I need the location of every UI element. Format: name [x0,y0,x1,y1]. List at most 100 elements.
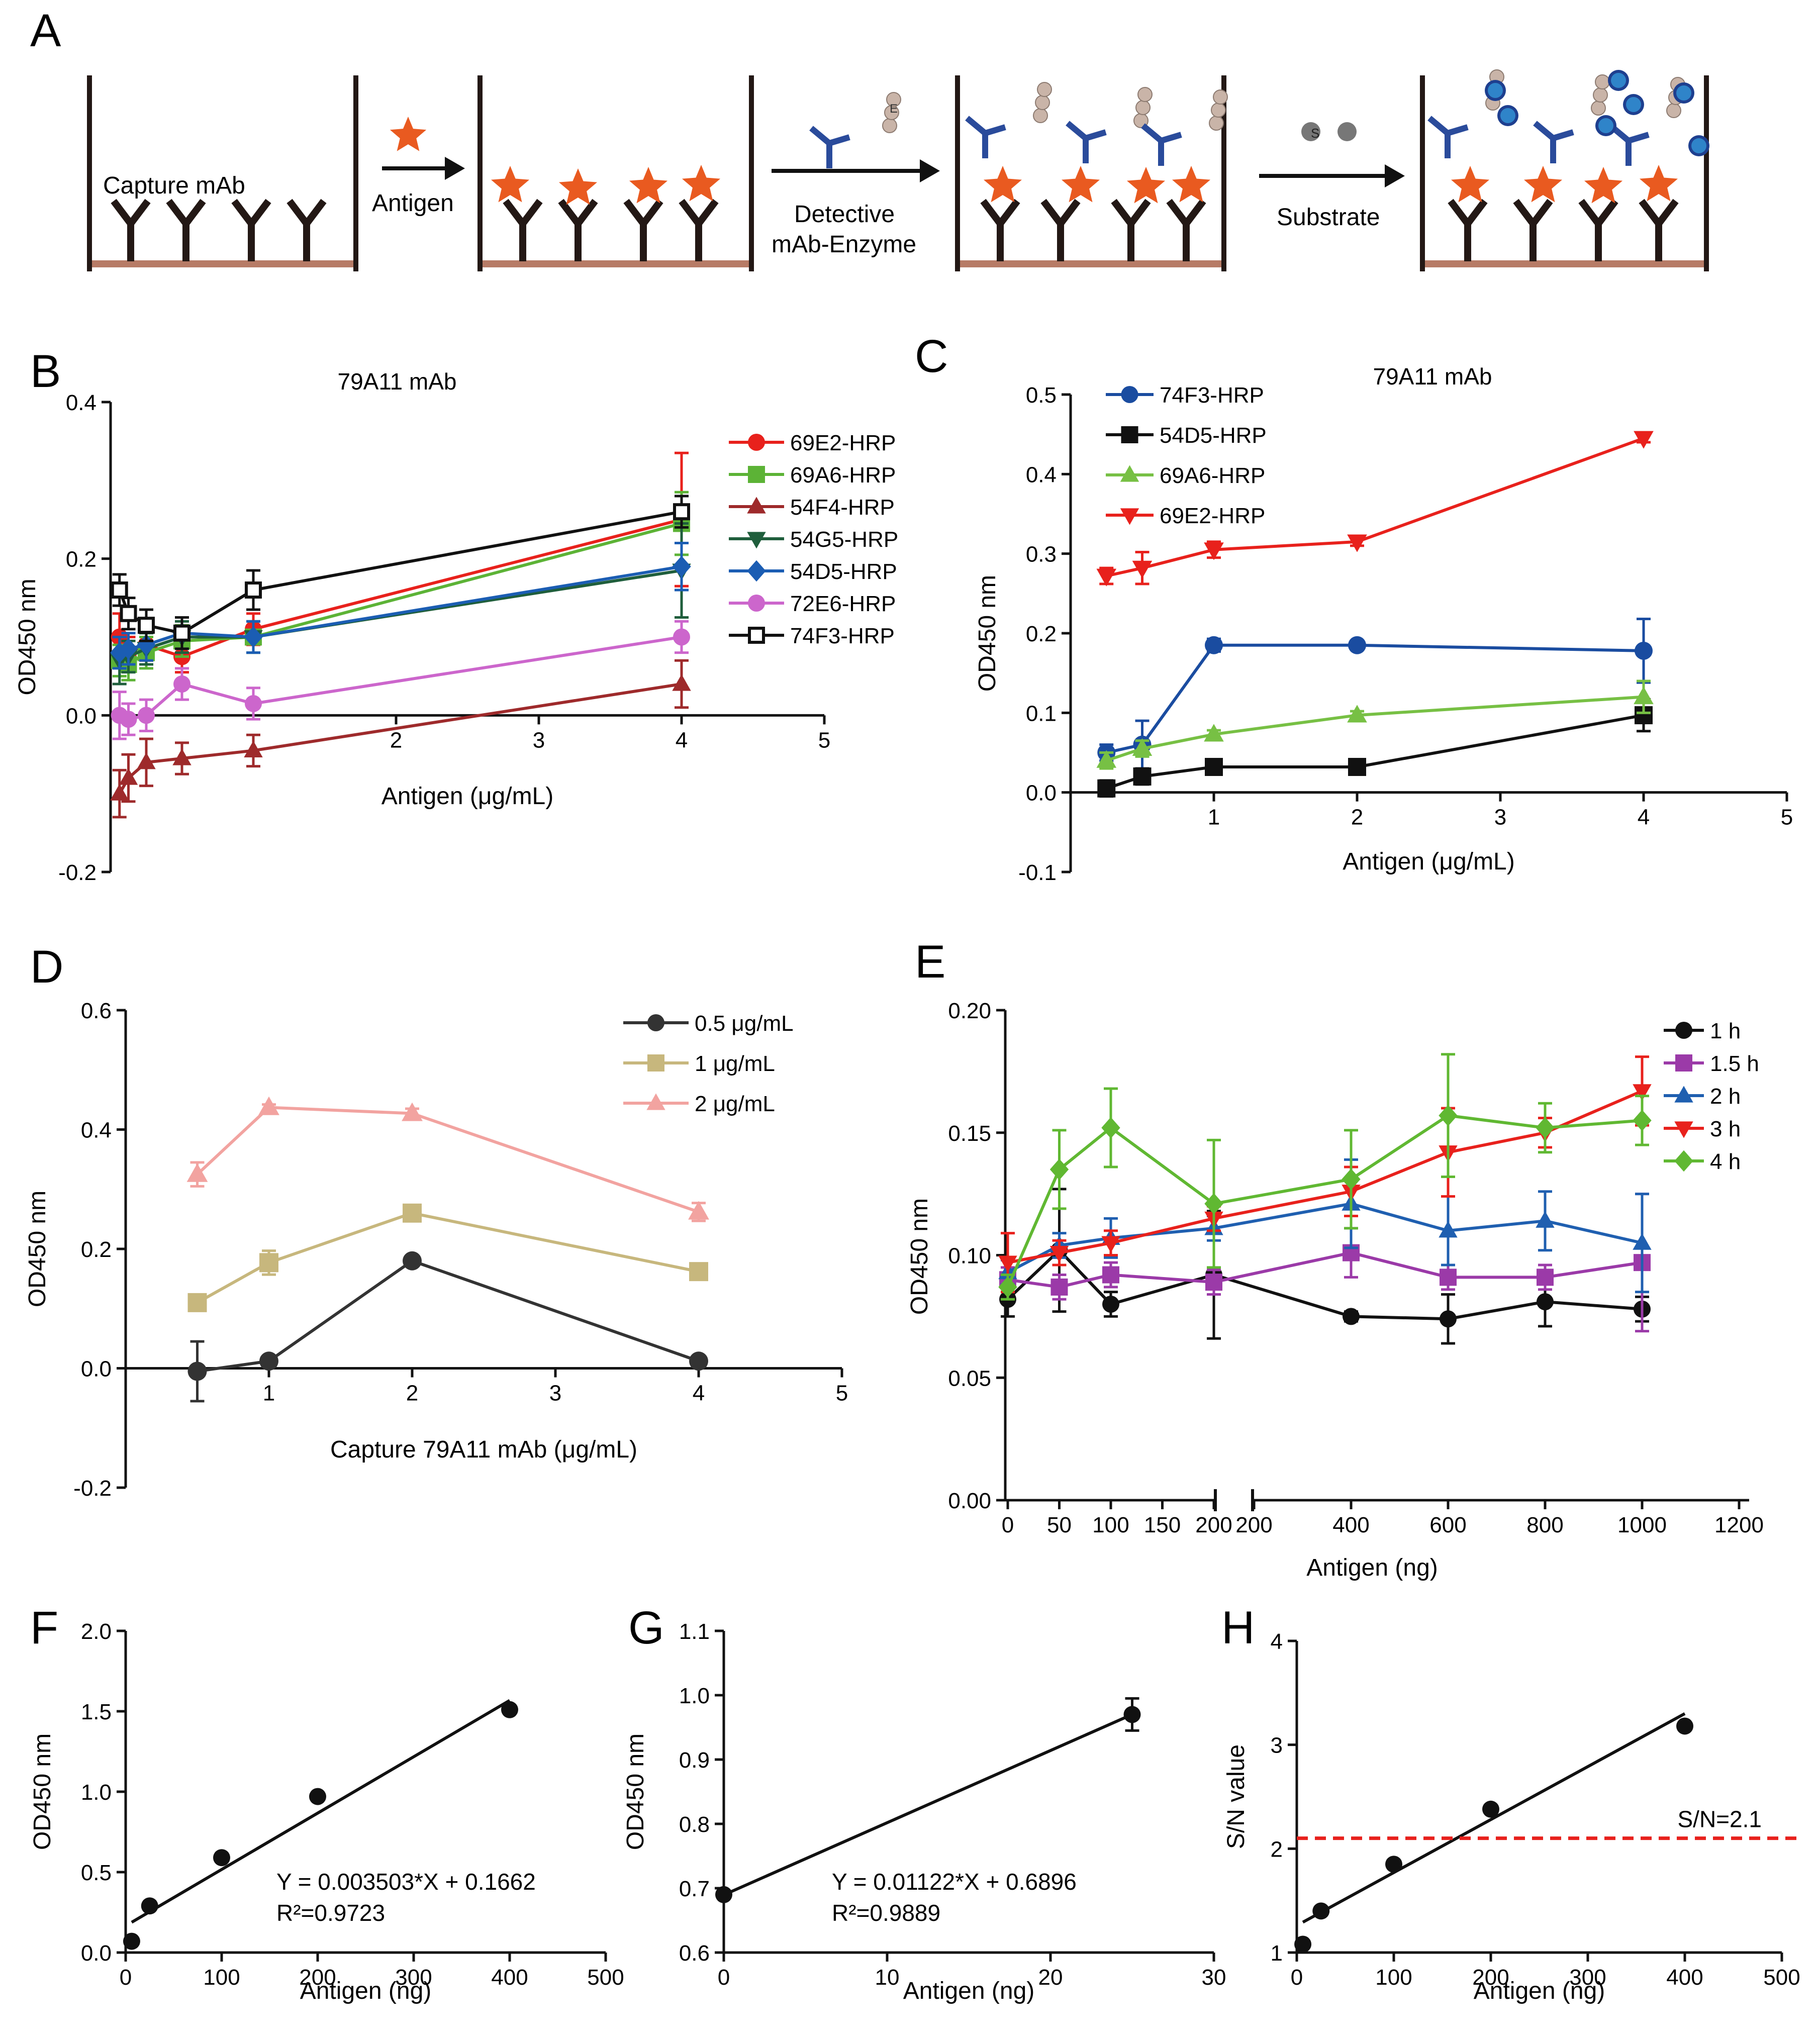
y-tick-label: 0.0 [66,704,97,728]
y-tick-label: 1.0 [81,1780,112,1805]
data-point [110,784,129,801]
x-tick-label: 5 [1781,805,1793,830]
legend-entry: 74F3-HRP [729,624,895,648]
panel-letter-b: B [30,346,61,397]
legend-entry: 69A6-HRP [729,463,896,488]
data-point [1205,758,1223,776]
legend-entry: 54G5-HRP [729,527,898,552]
antibody-arm [231,199,254,226]
antibody-arm [575,199,598,226]
data-point [1050,1278,1068,1296]
legend-entry: 3 h [1664,1117,1741,1141]
data-point [1312,1902,1330,1920]
series-54g5-hrp [110,522,691,686]
antibody-arm [558,199,581,226]
antibody-arm [623,199,646,226]
legend-label: 74F3-HRP [1160,383,1264,408]
antibody-arm [1040,199,1064,226]
antibody-arm [1513,199,1536,226]
data-point [689,1351,708,1371]
panel-h-chart: H 4 3 2 10 100 200 300 400 500 Antigen (ng) S/N val… [1221,1602,1800,2004]
y-tick-label: 0.7 [679,1877,710,1901]
legend-marker [748,627,765,644]
data-point [1132,560,1153,578]
antibody-arm [1656,199,1679,226]
legend-label: 3 h [1710,1117,1741,1141]
capture-antibody-w1-1 [166,199,206,261]
series-74f3-hrp [1097,618,1653,770]
data-point [715,1886,732,1903]
y-tick-label: 3 [1271,1733,1283,1758]
panel-letter-c: C [915,331,948,382]
legend-entry: 1 h [1664,1019,1741,1043]
antibody-arm [997,199,1020,226]
x-tick-label: 800 [1526,1513,1563,1537]
detect-ab-w4-1 [1533,121,1574,163]
x-tick-label: 2 [390,728,402,752]
data-point [688,1201,709,1220]
x-tick-label: 10 [875,1965,900,1990]
detect-ab-w3-0 [965,116,1006,158]
well-1: Capture mAb [87,75,358,271]
detective-label-2: mAb-Enzyme [772,231,916,258]
y-tick-label: 0.3 [1026,542,1057,567]
data-point [403,1251,422,1271]
data-point [1347,534,1367,552]
data-point [673,628,690,646]
antibody-arm [1595,199,1618,226]
data-point [244,626,263,648]
data-point [1385,1856,1402,1873]
x-tick-label: 2 [1351,805,1363,830]
data-point [245,581,262,599]
y-axis-label: OD450 nm [622,1733,649,1850]
data-point [111,581,128,599]
data-point [1343,1308,1360,1325]
x-tick-label: 300 [1569,1965,1606,1990]
data-point [1294,1935,1312,1953]
legend-label: 72E6-HRP [790,592,896,616]
x-tick-label: 0 [1002,1513,1014,1537]
y-tick-label: 0.9 [679,1748,710,1773]
antigen-w4-1 [1523,166,1563,203]
x-axis-label: Antigen (ng) [300,1978,432,2004]
x-tick-label: 500 [1763,1965,1800,1990]
x-tick-label: 200 [1235,1513,1272,1537]
x-tick-label: 4 [693,1381,705,1406]
data-point [1096,568,1117,587]
data-point [1440,1269,1457,1286]
antibody-arm [1111,199,1134,226]
capture-antibody-w4-0 [1448,199,1488,261]
legend-marker [646,1093,665,1110]
antigen-w4-2 [1584,167,1623,204]
antigen-w3-2 [1126,167,1166,204]
x-tick-label: 4 [676,728,688,752]
enzyme-w3-0 [1033,82,1052,123]
capture-mab-label: Capture mAb [103,172,245,199]
x-tick-label: 1 [1208,805,1220,830]
capture-antibody-w3-2 [1111,199,1151,261]
enzyme-bead [1135,100,1151,115]
enzyme-bead [1211,103,1226,118]
detect-arm [1427,116,1450,136]
legend-label: 69A6-HRP [790,463,896,488]
series-74f3-hrp [111,495,690,650]
series-line [119,522,682,666]
y-axis-label: S/N value [1223,1744,1250,1849]
substrate-w4-6-core [1598,118,1613,133]
y-tick-label: 0.20 [948,999,991,1023]
x-tick-label: 1200 [1714,1513,1764,1537]
enzyme-bead [1035,95,1050,110]
data-point [1347,705,1367,723]
series-line [1007,1090,1643,1264]
antibody-arm [696,199,719,226]
detect-ab-w3-2 [1141,123,1182,166]
enzyme-bead [1213,89,1228,105]
capture-antibody-w2-0 [503,199,543,261]
antigen-w2-2 [629,167,668,204]
y-tick-label: 0.2 [66,547,97,572]
data-point [672,556,691,577]
x-tick-label: 400 [1332,1513,1369,1537]
y-tick-label: 0.2 [1026,622,1057,646]
series-1-5-h [999,1193,1651,1333]
